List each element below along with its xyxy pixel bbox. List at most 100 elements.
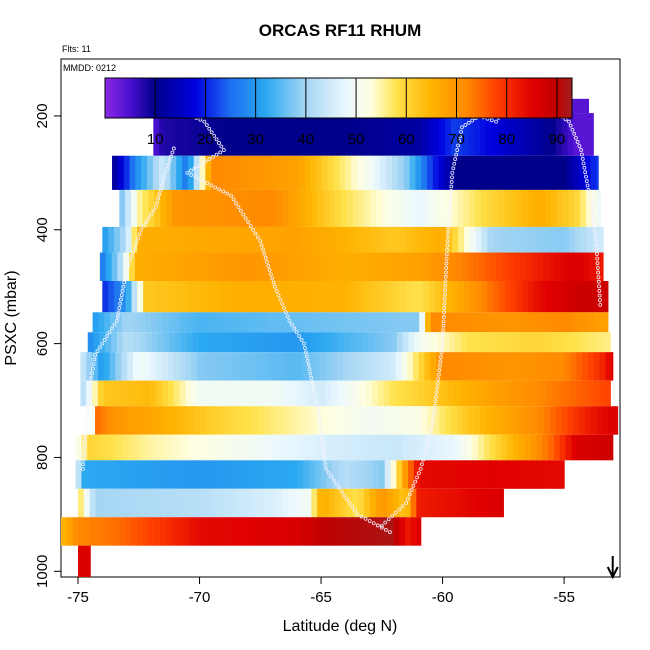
heatmap-cell <box>339 155 346 190</box>
heatmap-cell <box>500 312 508 333</box>
heatmap-cell <box>559 434 567 461</box>
colorbar-cell <box>248 78 252 118</box>
heatmap-cell <box>506 312 514 333</box>
heatmap-cell <box>229 488 237 518</box>
heatmap-cell <box>409 155 416 190</box>
heatmap-cell <box>498 226 506 253</box>
heatmap-cell <box>399 281 407 313</box>
heatmap-cell <box>293 113 300 156</box>
heatmap-cell <box>253 189 260 227</box>
colorbar-cell <box>270 78 274 118</box>
colorbar-cell <box>383 78 387 118</box>
heatmap-cell <box>189 281 197 313</box>
heatmap-cell <box>474 113 481 156</box>
track-point <box>169 154 173 159</box>
heatmap-cell <box>542 460 549 489</box>
heatmap-cell <box>255 380 262 407</box>
track-point <box>450 170 455 175</box>
track-point <box>167 158 172 163</box>
heatmap-cell <box>323 517 330 546</box>
heatmap-cell <box>160 281 168 313</box>
heatmap-cell <box>291 460 298 489</box>
colorbar-cell <box>147 78 151 118</box>
heatmap-cell <box>601 252 604 281</box>
heatmap-cell <box>547 352 554 381</box>
heatmap-cell <box>240 113 248 156</box>
heatmap-cell <box>378 312 385 333</box>
heatmap-cell <box>427 406 434 435</box>
track-point <box>171 146 176 151</box>
track-point <box>432 408 437 412</box>
heatmap-cell <box>265 226 273 253</box>
heatmap-cell <box>229 113 236 156</box>
heatmap-cell <box>467 252 474 281</box>
heatmap-cell <box>281 406 289 435</box>
heatmap-cell <box>297 332 305 353</box>
colorbar-cell <box>157 78 161 118</box>
heatmap-cell <box>272 380 280 407</box>
heatmap-cell <box>150 352 157 381</box>
heatmap-cell <box>519 332 526 353</box>
track-point <box>110 326 114 331</box>
track-point <box>406 496 410 501</box>
heatmap-cell <box>342 380 350 407</box>
heatmap-cell <box>425 434 432 461</box>
heatmap-cell <box>385 252 393 281</box>
heatmap-cell <box>513 460 520 489</box>
heatmap-cell <box>221 332 229 353</box>
heatmap-cell <box>148 488 155 518</box>
heatmap-cell <box>472 460 479 489</box>
heatmap-cell <box>287 406 294 435</box>
colorbar-cell <box>160 78 164 118</box>
heatmap-cell <box>413 460 421 489</box>
heatmap-cell <box>171 517 179 546</box>
track-point <box>313 392 317 397</box>
heatmap-cell <box>550 113 557 156</box>
track-point <box>263 255 268 260</box>
heatmap-cell <box>537 252 544 281</box>
heatmap-cell <box>153 488 161 518</box>
track-point <box>292 326 297 331</box>
heatmap-cell <box>410 113 417 156</box>
heatmap-cell <box>484 252 492 281</box>
heatmap-cell <box>294 226 302 253</box>
heatmap-cell <box>205 406 213 435</box>
heatmap-cell <box>87 332 95 353</box>
heatmap-cell <box>134 252 142 281</box>
heatmap-cell <box>262 460 269 489</box>
heatmap-cell <box>415 406 423 435</box>
heatmap-cell <box>485 406 493 435</box>
heatmap-cell <box>410 517 418 546</box>
heatmap-cell <box>496 332 503 353</box>
track-point <box>416 471 421 476</box>
heatmap-cell <box>135 155 142 190</box>
heatmap-cell <box>78 517 85 546</box>
heatmap-cell <box>393 226 401 253</box>
heatmap-cell <box>430 312 438 333</box>
heatmap-cell <box>267 380 274 407</box>
track-point <box>456 143 461 148</box>
track-point <box>587 197 592 201</box>
heatmap-cell <box>128 332 135 353</box>
heatmap-cell <box>258 488 266 518</box>
heatmap-cell <box>433 113 440 156</box>
colorbar-cell <box>521 78 525 118</box>
heatmap-cell <box>169 332 176 353</box>
heatmap-cell <box>261 352 268 381</box>
colorbar-cell <box>561 78 565 118</box>
x-tick-label: -55 <box>553 589 575 606</box>
heatmap-cell <box>486 488 493 518</box>
heatmap-cell <box>264 406 271 435</box>
heatmap-cell <box>238 434 246 461</box>
heatmap-cell <box>259 281 267 313</box>
heatmap-cell <box>565 434 572 461</box>
heatmap-cell <box>127 380 134 407</box>
heatmap-cell <box>131 517 138 546</box>
track-point <box>225 191 230 196</box>
heatmap-cell <box>274 252 282 281</box>
heatmap-cell <box>270 488 277 518</box>
heatmap-cell <box>268 434 275 461</box>
heatmap-cell <box>279 460 287 489</box>
heatmap-cell <box>503 113 510 156</box>
heatmap-cell <box>526 155 533 190</box>
